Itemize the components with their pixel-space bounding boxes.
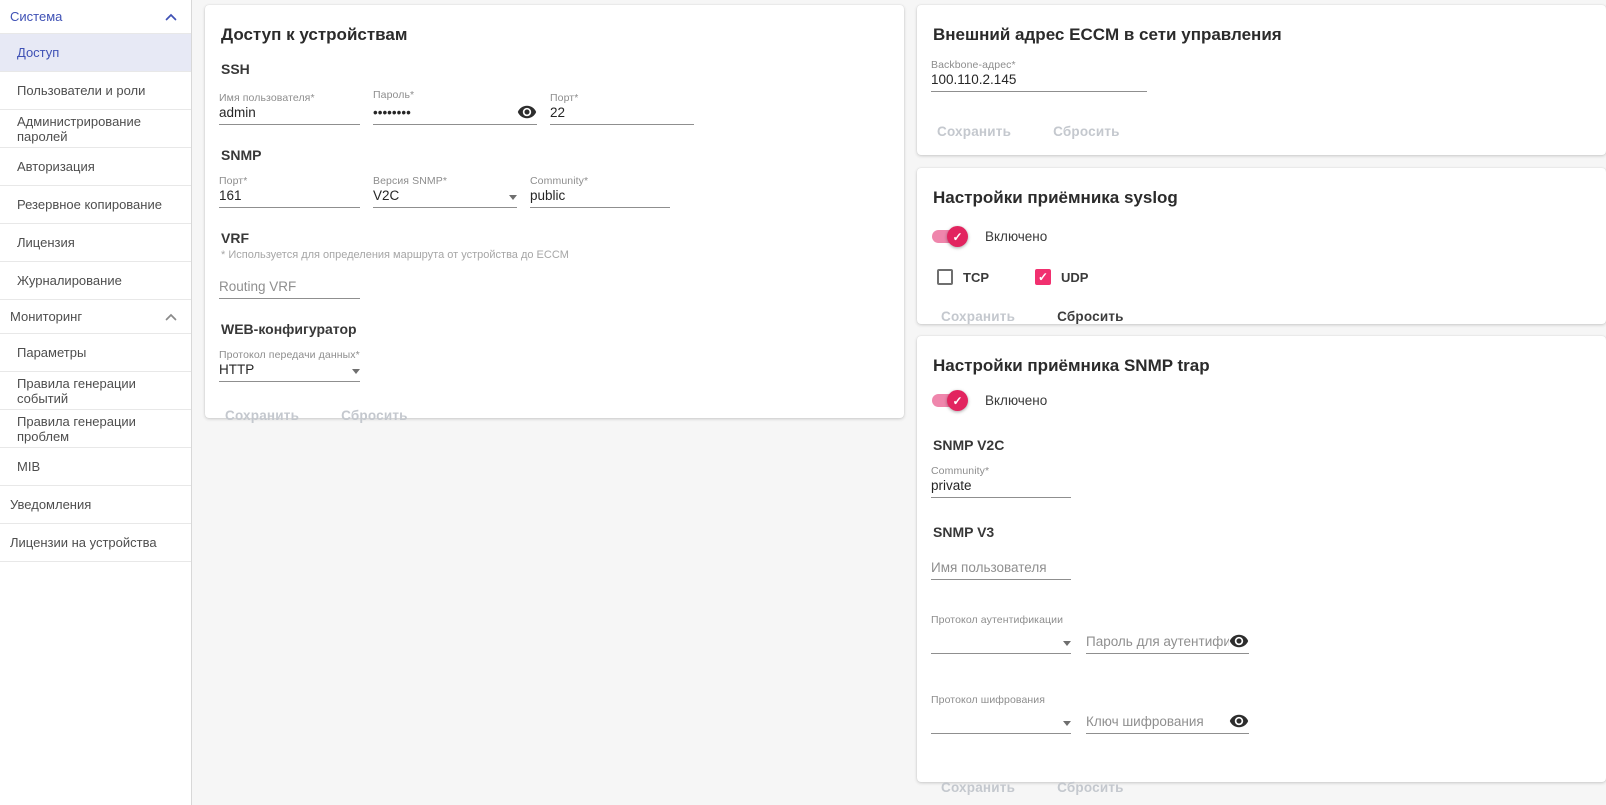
external-address-card: Внешний адрес ECCM в сети управления Bac… (917, 5, 1606, 155)
sidebar-section-system[interactable]: Система (0, 0, 191, 34)
dropdown-arrow-icon (352, 369, 360, 374)
check-icon: ✓ (952, 393, 963, 408)
dropdown-arrow-icon (1063, 721, 1071, 726)
show-password-icon[interactable] (517, 102, 537, 122)
sidebar-item-device-licenses[interactable]: Лицензии на устройства (0, 524, 191, 562)
backbone-address-value: 100.110.2.145 (931, 72, 1017, 87)
ssh-port-value: 22 (550, 105, 566, 120)
save-button[interactable]: Сохранить (935, 303, 1021, 330)
web-protocol-value: HTTP (219, 362, 255, 377)
udp-checkbox-label: UDP (1061, 269, 1089, 285)
snmp-section-heading: SNMP (221, 147, 262, 163)
dropdown-arrow-icon (509, 195, 517, 200)
chevron-up-icon (165, 13, 177, 21)
reset-button[interactable]: Сбросить (1051, 303, 1130, 330)
trap-community-value: private (931, 478, 972, 493)
sidebar-section-monitoring[interactable]: Мониторинг (0, 300, 191, 334)
reset-button[interactable]: Сбросить (1047, 118, 1126, 145)
vrf-section-heading: VRF (221, 230, 249, 246)
snmp-port-value: 161 (219, 188, 242, 203)
snmp-v3-heading: SNMP V3 (933, 524, 995, 540)
sidebar-item-backup[interactable]: Резервное копирование (0, 186, 191, 224)
settings-sidebar: Система Доступ Пользователи и роли Админ… (0, 0, 192, 805)
snmp-trap-receiver-card: Настройки приёмника SNMP trap ✓ Включено… (917, 336, 1606, 795)
v3-username-field[interactable]: Имя пользователя (931, 560, 1071, 580)
backbone-address-field[interactable]: Backbone-адрес* 100.110.2.145 (931, 59, 1147, 92)
show-password-icon[interactable] (1229, 631, 1249, 651)
sidebar-item-password-administration[interactable]: Администрирование паролей (0, 110, 191, 148)
dropdown-arrow-icon (1063, 641, 1071, 646)
v3-username-placeholder: Имя пользователя (931, 560, 1047, 575)
sidebar-section-label: Система (10, 9, 63, 24)
ssh-username-field[interactable]: Имя пользователя* admin (219, 92, 360, 125)
chevron-up-icon (165, 313, 177, 321)
routing-vrf-placeholder: Routing VRF (219, 279, 297, 294)
reset-button[interactable]: Сбросить (335, 402, 414, 429)
sidebar-item-license[interactable]: Лицензия (0, 224, 191, 262)
reset-button[interactable]: Сбросить (1051, 774, 1130, 801)
web-protocol-select[interactable]: Протокол передачи данных* HTTP (219, 349, 360, 382)
sidebar-item-access[interactable]: Доступ (0, 34, 191, 72)
save-button[interactable]: Сохранить (219, 402, 305, 429)
snmp-trap-enabled-toggle[interactable]: ✓ (931, 390, 968, 411)
ssh-port-field[interactable]: Порт* 22 (550, 92, 694, 125)
sidebar-item-authorization[interactable]: Авторизация (0, 148, 191, 186)
ssh-section-heading: SSH (221, 61, 250, 77)
ssh-username-value: admin (219, 105, 256, 120)
save-button[interactable]: Сохранить (931, 118, 1017, 145)
sidebar-item-notifications[interactable]: Уведомления (0, 486, 191, 524)
priv-protocol-select[interactable]: Протокол шифрования (931, 694, 1071, 734)
priv-key-field[interactable]: Ключ шифрования (1086, 711, 1249, 734)
sidebar-item-parameters[interactable]: Параметры (0, 334, 191, 372)
snmp-v2c-heading: SNMP V2C (933, 437, 1005, 453)
auth-protocol-select[interactable]: Протокол аутентификации (931, 614, 1071, 654)
priv-key-placeholder: Ключ шифрования (1086, 714, 1204, 729)
card-title: Настройки приёмника syslog (933, 188, 1178, 207)
routing-vrf-field[interactable]: Routing VRF (219, 279, 360, 299)
sidebar-item-users-roles[interactable]: Пользователи и роли (0, 72, 191, 110)
ssh-password-value: •••••••• (373, 105, 411, 120)
card-title: Настройки приёмника SNMP trap (933, 356, 1210, 375)
syslog-enabled-toggle[interactable]: ✓ (931, 226, 968, 247)
snmp-community-value: public (530, 188, 566, 203)
syslog-receiver-card: Настройки приёмника syslog ✓ Включено TC… (917, 168, 1606, 324)
sidebar-item-problem-generation-rules[interactable]: Правила генерации проблем (0, 410, 191, 448)
card-title: Внешний адрес ECCM в сети управления (933, 25, 1282, 44)
snmp-trap-enabled-label: Включено (985, 393, 1048, 408)
snmp-community-field[interactable]: Community* public (530, 175, 670, 208)
sidebar-item-logging[interactable]: Журналирование (0, 262, 191, 300)
sidebar-item-mib[interactable]: MIB (0, 448, 191, 486)
check-icon: ✓ (1037, 270, 1049, 284)
device-access-card: Доступ к устройствам SSH Имя пользовател… (205, 5, 904, 423)
auth-password-placeholder: Пароль для аутентифика... (1086, 634, 1229, 649)
tcp-checkbox[interactable] (937, 269, 953, 285)
settings-content: Доступ к устройствам SSH Имя пользовател… (193, 0, 1606, 805)
snmp-port-field[interactable]: Порт* 161 (219, 175, 360, 208)
sidebar-item-event-generation-rules[interactable]: Правила генерации событий (0, 372, 191, 410)
snmp-version-value: V2C (373, 188, 400, 203)
vrf-note: * Используется для определения маршрута … (221, 249, 569, 261)
udp-checkbox[interactable]: ✓ (1035, 269, 1051, 285)
syslog-enabled-label: Включено (985, 229, 1048, 244)
check-icon: ✓ (952, 229, 963, 244)
show-password-icon[interactable] (1229, 711, 1249, 731)
sidebar-section-label: Мониторинг (10, 309, 83, 324)
trap-community-field[interactable]: Community* private (931, 465, 1071, 498)
tcp-checkbox-label: TCP (963, 269, 989, 285)
snmp-version-select[interactable]: Версия SNMP* V2C (373, 175, 517, 208)
save-button[interactable]: Сохранить (935, 774, 1021, 801)
card-title: Доступ к устройствам (221, 25, 408, 44)
ssh-password-field[interactable]: Пароль* •••••••• (373, 89, 537, 125)
auth-password-field[interactable]: Пароль для аутентифика... (1086, 631, 1249, 654)
web-configurator-heading: WEB-конфигуратор (221, 321, 357, 337)
